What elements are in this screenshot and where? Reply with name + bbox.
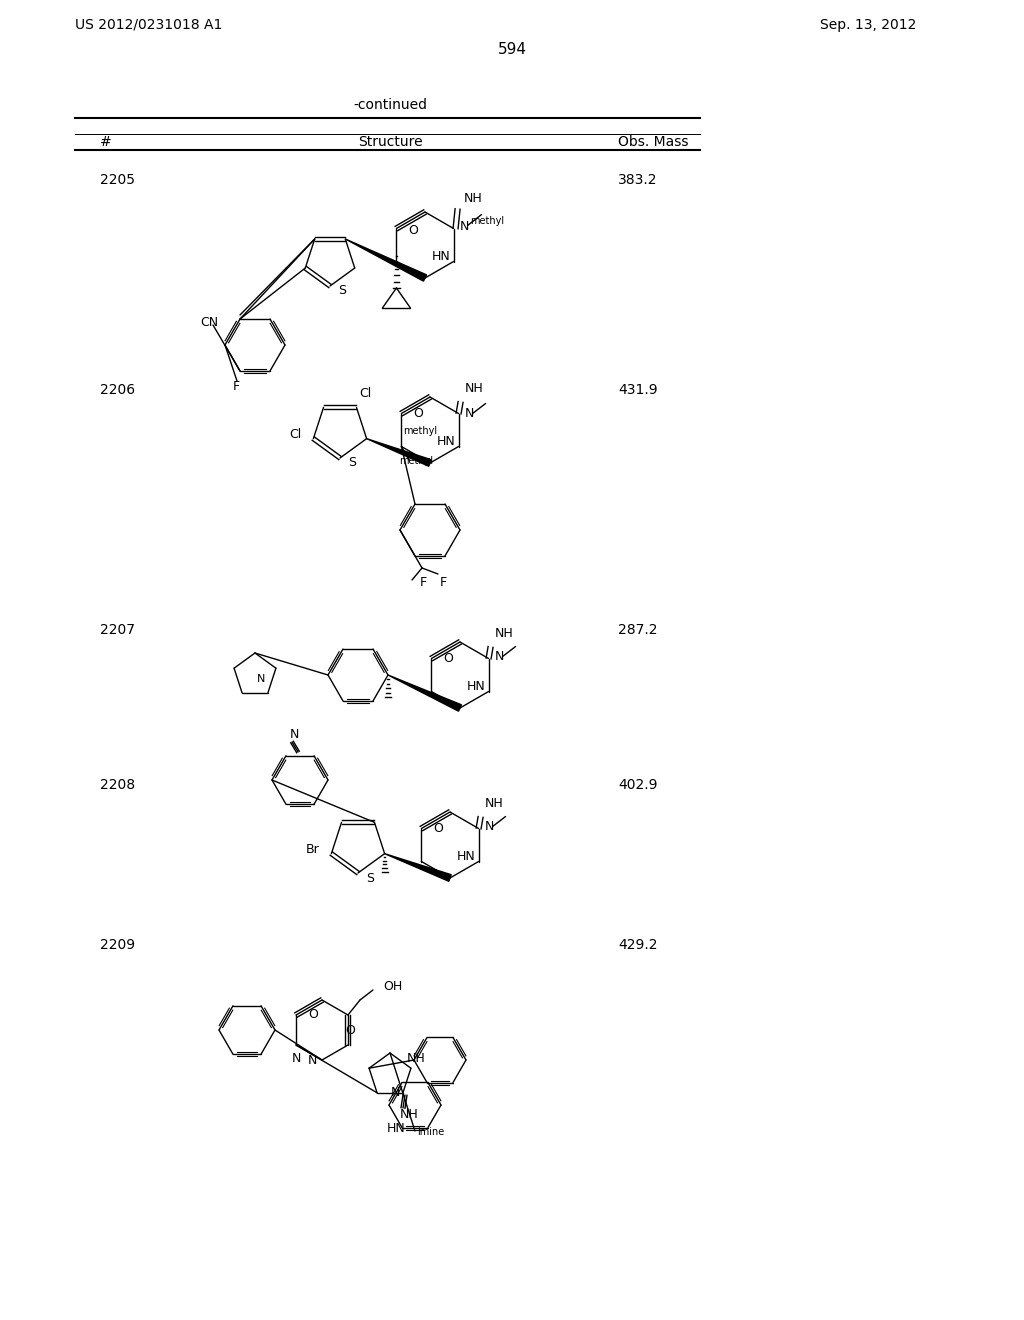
Text: 402.9: 402.9 xyxy=(618,777,657,792)
Text: N: N xyxy=(460,220,469,234)
Text: NH: NH xyxy=(400,1109,419,1122)
Polygon shape xyxy=(367,438,431,466)
Text: N: N xyxy=(292,1052,301,1065)
Text: Structure: Structure xyxy=(357,135,422,149)
Text: N: N xyxy=(290,729,299,742)
Text: N: N xyxy=(484,820,494,833)
Text: Br: Br xyxy=(305,843,319,857)
Text: methyl: methyl xyxy=(403,426,437,437)
Text: N: N xyxy=(257,675,265,684)
Text: HN: HN xyxy=(436,436,456,447)
Text: N: N xyxy=(495,649,504,663)
Text: OH: OH xyxy=(383,981,402,994)
Text: S: S xyxy=(348,457,356,470)
Text: methyl: methyl xyxy=(399,455,433,466)
Text: NH: NH xyxy=(407,1052,426,1065)
Text: O: O xyxy=(308,1008,317,1022)
Polygon shape xyxy=(385,854,452,882)
Text: HN: HN xyxy=(467,680,485,693)
Text: S: S xyxy=(338,285,346,297)
Text: 431.9: 431.9 xyxy=(618,383,657,397)
Text: imine: imine xyxy=(417,1127,444,1137)
Text: Obs. Mass: Obs. Mass xyxy=(618,135,688,149)
Text: 287.2: 287.2 xyxy=(618,623,657,638)
Text: methyl: methyl xyxy=(471,215,505,226)
Text: 2208: 2208 xyxy=(100,777,135,792)
Text: N: N xyxy=(465,407,474,420)
Text: 2206: 2206 xyxy=(100,383,135,397)
Text: CN: CN xyxy=(200,317,218,330)
Text: N: N xyxy=(391,1086,400,1100)
Polygon shape xyxy=(345,239,427,281)
Text: HN: HN xyxy=(387,1122,406,1134)
Text: O: O xyxy=(414,407,423,420)
Text: Sep. 13, 2012: Sep. 13, 2012 xyxy=(820,18,916,32)
Text: HN: HN xyxy=(431,249,451,263)
Text: HN: HN xyxy=(457,850,475,863)
Text: F: F xyxy=(440,576,447,589)
Text: 2209: 2209 xyxy=(100,939,135,952)
Text: Cl: Cl xyxy=(290,428,302,441)
Text: Cl: Cl xyxy=(359,387,372,400)
Text: 429.2: 429.2 xyxy=(618,939,657,952)
Text: 383.2: 383.2 xyxy=(618,173,657,187)
Text: 2207: 2207 xyxy=(100,623,135,638)
Text: O: O xyxy=(345,1024,355,1038)
Text: 2205: 2205 xyxy=(100,173,135,187)
Text: #: # xyxy=(100,135,112,149)
Polygon shape xyxy=(388,675,462,711)
Text: F: F xyxy=(233,380,240,393)
Text: 594: 594 xyxy=(498,42,526,58)
Text: NH: NH xyxy=(495,627,513,640)
Text: O: O xyxy=(433,822,443,836)
Text: S: S xyxy=(366,871,374,884)
Text: O: O xyxy=(443,652,454,665)
Text: NH: NH xyxy=(464,193,482,206)
Text: -continued: -continued xyxy=(353,98,427,112)
Text: NH: NH xyxy=(465,381,483,395)
Text: N: N xyxy=(308,1053,317,1067)
Text: F: F xyxy=(420,576,427,589)
Text: US 2012/0231018 A1: US 2012/0231018 A1 xyxy=(75,18,222,32)
Text: NH: NH xyxy=(484,797,504,809)
Text: O: O xyxy=(409,224,418,238)
